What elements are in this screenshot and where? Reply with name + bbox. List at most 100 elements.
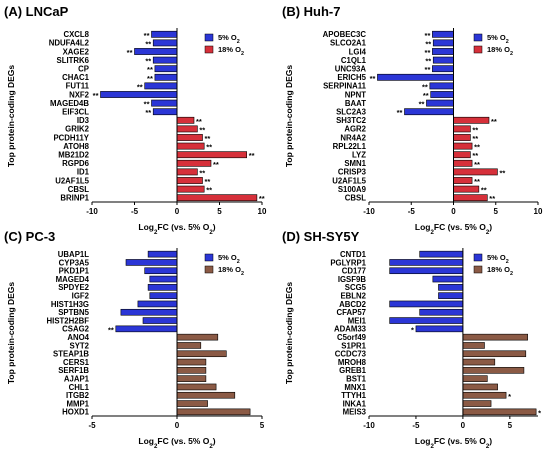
x-tick-label: -5	[408, 207, 416, 216]
x-tick-label: 10	[258, 207, 267, 216]
category-label: CD177	[342, 267, 366, 276]
category-label: UBAP1L	[58, 250, 89, 259]
x-axis-label: Log2FC (vs. 5% O2)	[138, 436, 215, 450]
category-label: SERPINA11	[323, 82, 367, 91]
category-label: NPNT	[345, 90, 366, 99]
significance-mark: **	[425, 39, 431, 48]
category-label: CBSL	[345, 194, 366, 203]
bar	[152, 108, 178, 116]
significance-mark: **	[205, 177, 211, 186]
panel-3: (C) PC-3 Top protein-coding DEGs UBAP1LCYP…	[4, 229, 265, 450]
significance-mark: **	[196, 117, 202, 126]
bar	[125, 259, 178, 266]
category-label: CHL1	[69, 383, 90, 392]
panel-2: (B) Huh-7 Top protein-coding DEGs APOBEC3C…	[282, 4, 543, 236]
x-axis-label: Log2FC (vs. 5% O2)	[415, 222, 492, 236]
category-label: SYT2	[70, 341, 90, 350]
category-label: IGF2	[72, 291, 90, 300]
category-label: SPTBN5	[58, 308, 89, 317]
bar	[389, 259, 464, 266]
category-label: CXCL8	[63, 30, 89, 39]
bar	[137, 300, 178, 308]
bar	[147, 250, 178, 258]
significance-mark: **	[199, 168, 205, 177]
category-label: S1PR1	[341, 341, 366, 350]
significance-mark: **	[206, 143, 212, 152]
bar	[453, 159, 473, 167]
bar	[154, 73, 178, 81]
category-label: MMP1	[66, 399, 89, 408]
bar	[176, 125, 198, 133]
significance-mark: **	[147, 65, 153, 74]
category-label: ITGB2	[66, 391, 90, 400]
legend-label-18: 18% O2	[218, 45, 244, 57]
significance-mark: **	[425, 57, 431, 66]
x-tick-label: 5	[508, 421, 513, 430]
bar	[176, 134, 203, 141]
category-label: MEI1	[348, 316, 367, 325]
category-label: ANO4	[67, 333, 89, 342]
significance-mark: **	[108, 325, 114, 334]
category-label: CBSL	[68, 185, 89, 194]
significance-mark: **	[145, 57, 151, 66]
significance-mark: **	[199, 125, 205, 134]
x-tick-label: 10	[534, 207, 543, 216]
significance-mark: **	[425, 31, 431, 40]
x-tick-label: 5	[494, 207, 499, 216]
legend-label-5: 5% O2	[487, 33, 509, 45]
x-tick-label: 0	[451, 207, 456, 216]
significance-mark: **	[425, 48, 431, 57]
significance-mark: **	[425, 65, 431, 74]
bar	[432, 65, 454, 73]
bar	[426, 99, 454, 107]
significance-mark: **	[481, 186, 487, 195]
bar	[176, 391, 236, 399]
significance-mark: *	[508, 392, 511, 401]
bar	[462, 408, 537, 416]
legend-label-5: 5% O2	[218, 253, 240, 265]
y-axis-label: Top protein-coding DEGs	[284, 282, 294, 385]
category-label: EBLN2	[340, 291, 366, 300]
bar	[453, 194, 488, 202]
category-label: CSAG2	[62, 325, 90, 334]
bar	[432, 275, 464, 283]
category-label: INKA1	[343, 399, 367, 408]
category-label: U2AF1L5	[55, 176, 89, 185]
category-label: ADAM33	[334, 325, 367, 334]
significance-mark: **	[127, 48, 133, 57]
significance-mark: **	[491, 117, 497, 126]
category-label: SLC2A3	[336, 108, 367, 117]
significance-mark: **	[419, 100, 425, 109]
significance-mark: **	[145, 108, 151, 117]
bar	[176, 333, 219, 341]
significance-mark: **	[370, 74, 376, 83]
bar	[176, 194, 258, 202]
category-label: GREB1	[339, 366, 367, 375]
category-label: SH3TC2	[336, 116, 367, 125]
category-label: CHAC1	[62, 73, 90, 82]
bar	[151, 30, 178, 38]
category-label: CP	[78, 65, 89, 74]
bar	[149, 292, 178, 299]
legend-swatch-18	[204, 45, 214, 54]
bar	[453, 168, 498, 176]
category-label: ERICH5	[337, 73, 366, 82]
legend-label-5: 5% O2	[487, 253, 509, 265]
bar	[432, 30, 454, 38]
y-axis-label: Top protein-coding DEGs	[6, 65, 16, 168]
category-label: HIST2H2BF	[47, 316, 90, 325]
significance-mark: **	[423, 91, 429, 100]
significance-mark: **	[259, 194, 265, 203]
bar	[462, 367, 525, 374]
category-label: HOXD1	[62, 408, 90, 417]
bar	[176, 408, 251, 416]
legend-label-18: 18% O2	[487, 45, 513, 57]
bar	[176, 375, 207, 382]
category-label: S100A9	[338, 185, 367, 194]
bar	[151, 99, 178, 107]
category-label: BRINP1	[60, 194, 89, 203]
panel-title: (C) PC-3	[4, 229, 55, 244]
bar	[419, 308, 464, 316]
category-label: PGLYRP1	[330, 258, 366, 267]
